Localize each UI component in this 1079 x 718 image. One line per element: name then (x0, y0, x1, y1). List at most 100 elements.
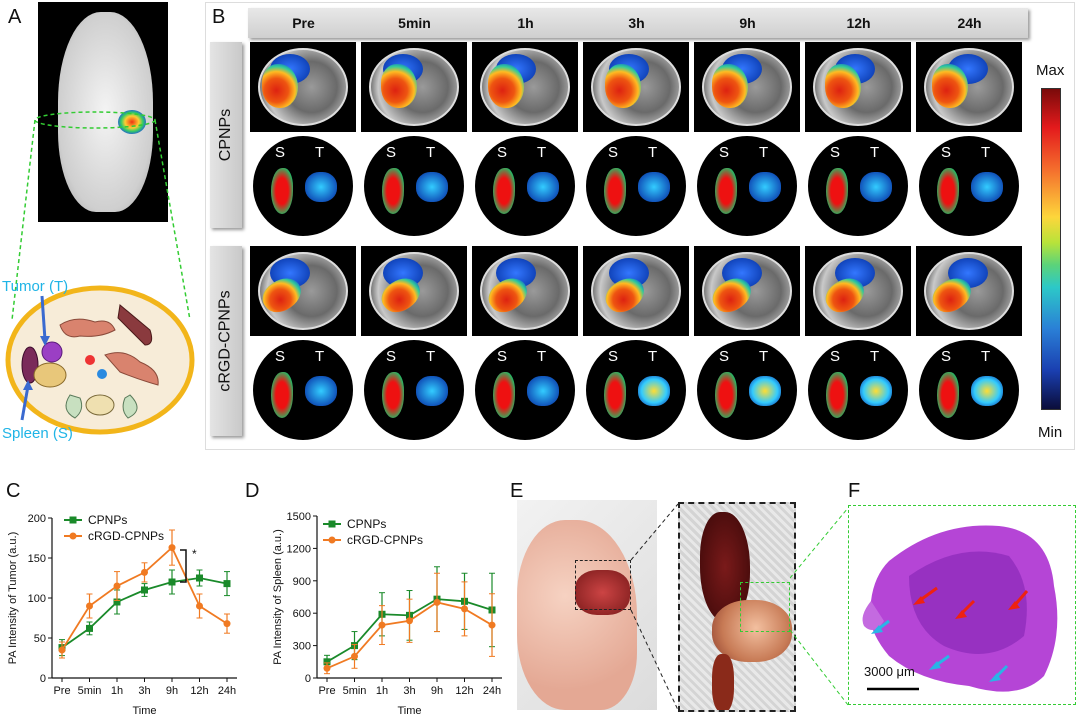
panel-label-a: A (8, 6, 22, 28)
time-label: 9h (739, 15, 756, 31)
y-tick-label: 150 (28, 553, 46, 565)
pa-image-tile (250, 42, 356, 132)
spleen-label: Spleen (S) (2, 425, 73, 442)
pa-image-tile (583, 246, 689, 336)
chart-spleen: 0 300 600 900 1200 1500 Pre 5min 1h 3h 9h 12h 24h Tim… (272, 511, 502, 717)
organ-label-tumor: T (537, 348, 547, 365)
organ-label-tumor: T (759, 348, 769, 365)
organ-label-spleen: S (497, 348, 508, 365)
time-label: Pre (292, 15, 315, 31)
panel-a-diagram (5, 111, 195, 435)
zoom-box (575, 560, 631, 610)
data-point (196, 602, 203, 610)
x-tick-label: Pre (318, 685, 335, 697)
legend-marker (69, 516, 77, 524)
y-tick-label: 900 (293, 576, 311, 588)
pa-image-tile (694, 42, 800, 132)
x-tick-label: 3h (403, 685, 415, 697)
pa-image-tile (805, 246, 911, 336)
dissection-photo (517, 500, 657, 710)
legend-label: CPNPs (88, 513, 127, 527)
x-tick-label: 24h (218, 685, 236, 697)
organ-label-spleen: S (608, 144, 619, 161)
chart-tumor: 0 50 100 150 200 Pre 5min 1h 3h 9h 12h 24h Time PA In… (7, 513, 237, 717)
pa-image-tile (472, 246, 578, 336)
data-point (196, 574, 203, 582)
x-tick-label: 5min (343, 685, 367, 697)
organ-label-spleen: S (830, 348, 841, 365)
tumor-signal (118, 110, 146, 134)
legend-marker (328, 536, 336, 544)
data-point (406, 617, 413, 625)
data-point (168, 544, 176, 552)
data-point (113, 598, 121, 606)
time-label: 1h (517, 15, 534, 31)
x-tick-label: 24h (483, 685, 501, 697)
organ-label-spleen: S (941, 144, 952, 161)
pa-image-tile (583, 42, 689, 132)
y-tick-label: 200 (28, 513, 46, 525)
organ-label-spleen: S (497, 144, 508, 161)
scale-bar-label: 3000 μm (864, 664, 915, 679)
data-point (433, 598, 441, 606)
x-tick-label: 1h (111, 685, 123, 697)
organ-label-spleen: S (830, 144, 841, 161)
organ-label-spleen: S (941, 348, 952, 365)
time-label: 5min (398, 15, 431, 31)
organ-label-tumor: T (870, 144, 880, 161)
data-point (168, 578, 176, 586)
significance-star: * (192, 547, 197, 561)
y-tick-label: 100 (28, 593, 46, 605)
y-tick-label: 1200 (287, 543, 311, 555)
y-axis-label: PA Intensity of Spleen (a.u.) (272, 529, 284, 665)
x-tick-label: 12h (455, 685, 473, 697)
data-point (58, 646, 66, 654)
x-tick-label: 9h (166, 685, 178, 697)
y-tick-label: 600 (293, 608, 311, 620)
zoom-lines-f (790, 507, 849, 706)
x-tick-label: Pre (53, 685, 70, 697)
zoom-lines (630, 503, 679, 711)
pa-image-tile (472, 42, 578, 132)
tumor-label: Tumor (T) (2, 278, 69, 295)
x-tick-label: 5min (78, 685, 102, 697)
organ-label-tumor: T (648, 348, 658, 365)
data-point (323, 658, 331, 666)
pa-image-tile (361, 42, 467, 132)
time-label: 12h (846, 15, 871, 31)
data-point (323, 664, 331, 672)
organ-label-spleen: S (719, 348, 730, 365)
legend-label: cRGD-CPNPs (88, 529, 164, 543)
organ-label-tumor: T (426, 144, 436, 161)
organ-label-spleen: S (386, 144, 397, 161)
legend-marker (328, 520, 336, 528)
pa-image-tile (361, 246, 467, 336)
organ-label-spleen: S (386, 348, 397, 365)
pa-image-tile (250, 246, 356, 336)
y-tick-label: 300 (293, 641, 311, 653)
y-tick-label: 50 (34, 633, 46, 645)
significance-bracket (180, 549, 187, 583)
y-axis-label: PA Intensity of Tumor (a.u.) (7, 532, 19, 664)
pa-image-tile (805, 42, 911, 132)
data-point (86, 602, 93, 610)
data-point (113, 582, 121, 590)
row-label-crgd-cpnps: cRGD-CPNPs (210, 246, 242, 436)
panel-label-c: C (6, 480, 21, 502)
time-header-bar (248, 8, 1028, 38)
time-label: 24h (957, 15, 982, 31)
data-point (461, 605, 468, 613)
row-label-cpnps: CPNPs (210, 42, 242, 228)
data-point (351, 652, 358, 660)
organ-label-tumor: T (426, 348, 436, 365)
x-tick-label: 9h (431, 685, 443, 697)
time-label: 3h (628, 15, 645, 31)
